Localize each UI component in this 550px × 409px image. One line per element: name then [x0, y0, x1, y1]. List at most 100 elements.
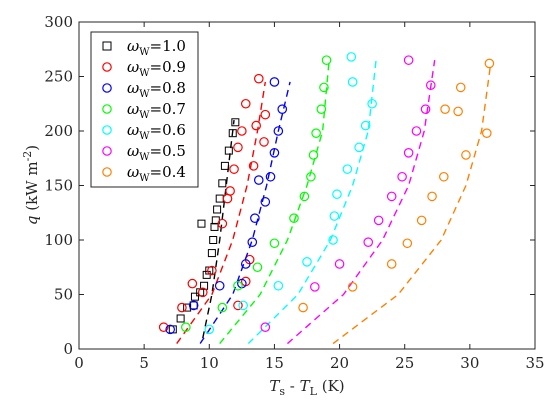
data-point: [189, 301, 198, 310]
data-point: [197, 219, 206, 228]
data-point: [217, 302, 228, 313]
data-point: [310, 282, 320, 292]
legend-item: ωW=0.7: [102, 100, 186, 121]
data-point: [260, 322, 271, 332]
data-point: [265, 171, 276, 182]
data-point: [334, 259, 345, 269]
data-point: [204, 324, 215, 335]
data-point: [222, 193, 233, 204]
data-point: [306, 171, 316, 182]
data-point: [237, 126, 247, 136]
legend-label: ωW=0.7: [127, 100, 186, 121]
x-tick-label: 20: [330, 354, 349, 372]
data-point: [403, 148, 414, 158]
y-axis-label: q (kW m-2): [21, 145, 41, 225]
data-point: [427, 191, 437, 202]
data-point: [269, 238, 280, 249]
data-point: [205, 266, 214, 275]
data-point: [299, 191, 310, 202]
x-tick-label: 5: [139, 354, 149, 372]
data-point: [420, 104, 431, 114]
data-point: [233, 280, 243, 291]
legend-marker: [102, 83, 112, 93]
data-point: [289, 213, 299, 223]
data-point: [346, 52, 357, 62]
fit-line: [286, 60, 436, 345]
data-point: [247, 237, 258, 247]
data-point: [461, 150, 471, 160]
x-tick-label: 25: [395, 354, 414, 372]
fit-line: [219, 60, 330, 344]
data-point: [260, 197, 271, 207]
fit-line: [247, 60, 377, 345]
data-point: [308, 150, 319, 160]
data-point: [397, 171, 407, 182]
y-tick-label: 50: [54, 286, 73, 304]
legend-item: ωW=0.6: [102, 121, 186, 142]
data-point: [481, 128, 492, 138]
data-point: [253, 73, 264, 84]
fit-line: [332, 63, 492, 345]
legend-label: ωW=0.8: [127, 79, 186, 100]
legend: ωW=1.0ωW=0.9ωW=0.8ωW=0.7ωW=0.6ωW=0.5ωW=0…: [90, 31, 199, 188]
data-point: [229, 164, 239, 174]
data-point: [217, 218, 228, 229]
data-point: [273, 126, 284, 136]
data-point: [403, 55, 414, 65]
legend-marker: [102, 62, 112, 72]
data-point: [277, 104, 288, 114]
data-point: [347, 77, 358, 87]
data-point: [240, 259, 251, 269]
data-point: [196, 288, 205, 297]
data-point: [259, 137, 269, 147]
data-point: [329, 211, 340, 221]
data-point: [342, 164, 353, 174]
data-point: [373, 215, 384, 226]
y-tick-label: 200: [44, 122, 73, 140]
x-tick-label: 10: [200, 354, 219, 372]
legend-marker: [102, 41, 112, 51]
data-point: [302, 256, 312, 267]
data-point: [269, 148, 280, 158]
legend-marker: [102, 125, 112, 135]
data-point: [453, 106, 463, 117]
data-point: [484, 58, 495, 69]
data-point: [386, 259, 397, 269]
data-point: [202, 270, 211, 279]
data-point: [363, 237, 374, 247]
series-6: [298, 58, 495, 345]
x-tick-label: 30: [460, 354, 479, 372]
legend-marker: [102, 146, 112, 156]
data-point: [231, 118, 240, 127]
data-point: [187, 278, 198, 289]
data-point: [200, 281, 209, 290]
series-4: [204, 52, 377, 345]
data-point: [440, 104, 450, 114]
y-tick-label: 0: [63, 340, 73, 358]
data-point: [328, 235, 338, 245]
series-1: [158, 73, 271, 344]
data-point: [210, 222, 219, 231]
data-point: [165, 324, 175, 335]
x-tick-label: 0: [74, 354, 84, 372]
data-point: [176, 314, 185, 323]
data-point: [233, 300, 243, 311]
legend-label: ωW=0.9: [127, 58, 186, 79]
data-point: [360, 120, 371, 131]
series-2: [165, 77, 291, 344]
data-point: [207, 265, 217, 276]
data-point: [158, 322, 169, 332]
legend-item: ωW=0.4: [102, 163, 186, 184]
data-point: [253, 175, 264, 185]
data-point: [188, 300, 199, 311]
data-point: [213, 205, 222, 214]
data-point: [273, 280, 284, 291]
data-point: [425, 80, 436, 91]
axis-ticks: 0 5 10 15 20 25 30 35 0 50 100 150 200 250 300: [44, 13, 544, 372]
data-point: [218, 179, 227, 188]
data-point: [224, 146, 233, 155]
legend-box: [90, 31, 199, 188]
series-3: [181, 55, 332, 344]
x-tick-label: 15: [265, 354, 284, 372]
data-point: [311, 128, 321, 138]
